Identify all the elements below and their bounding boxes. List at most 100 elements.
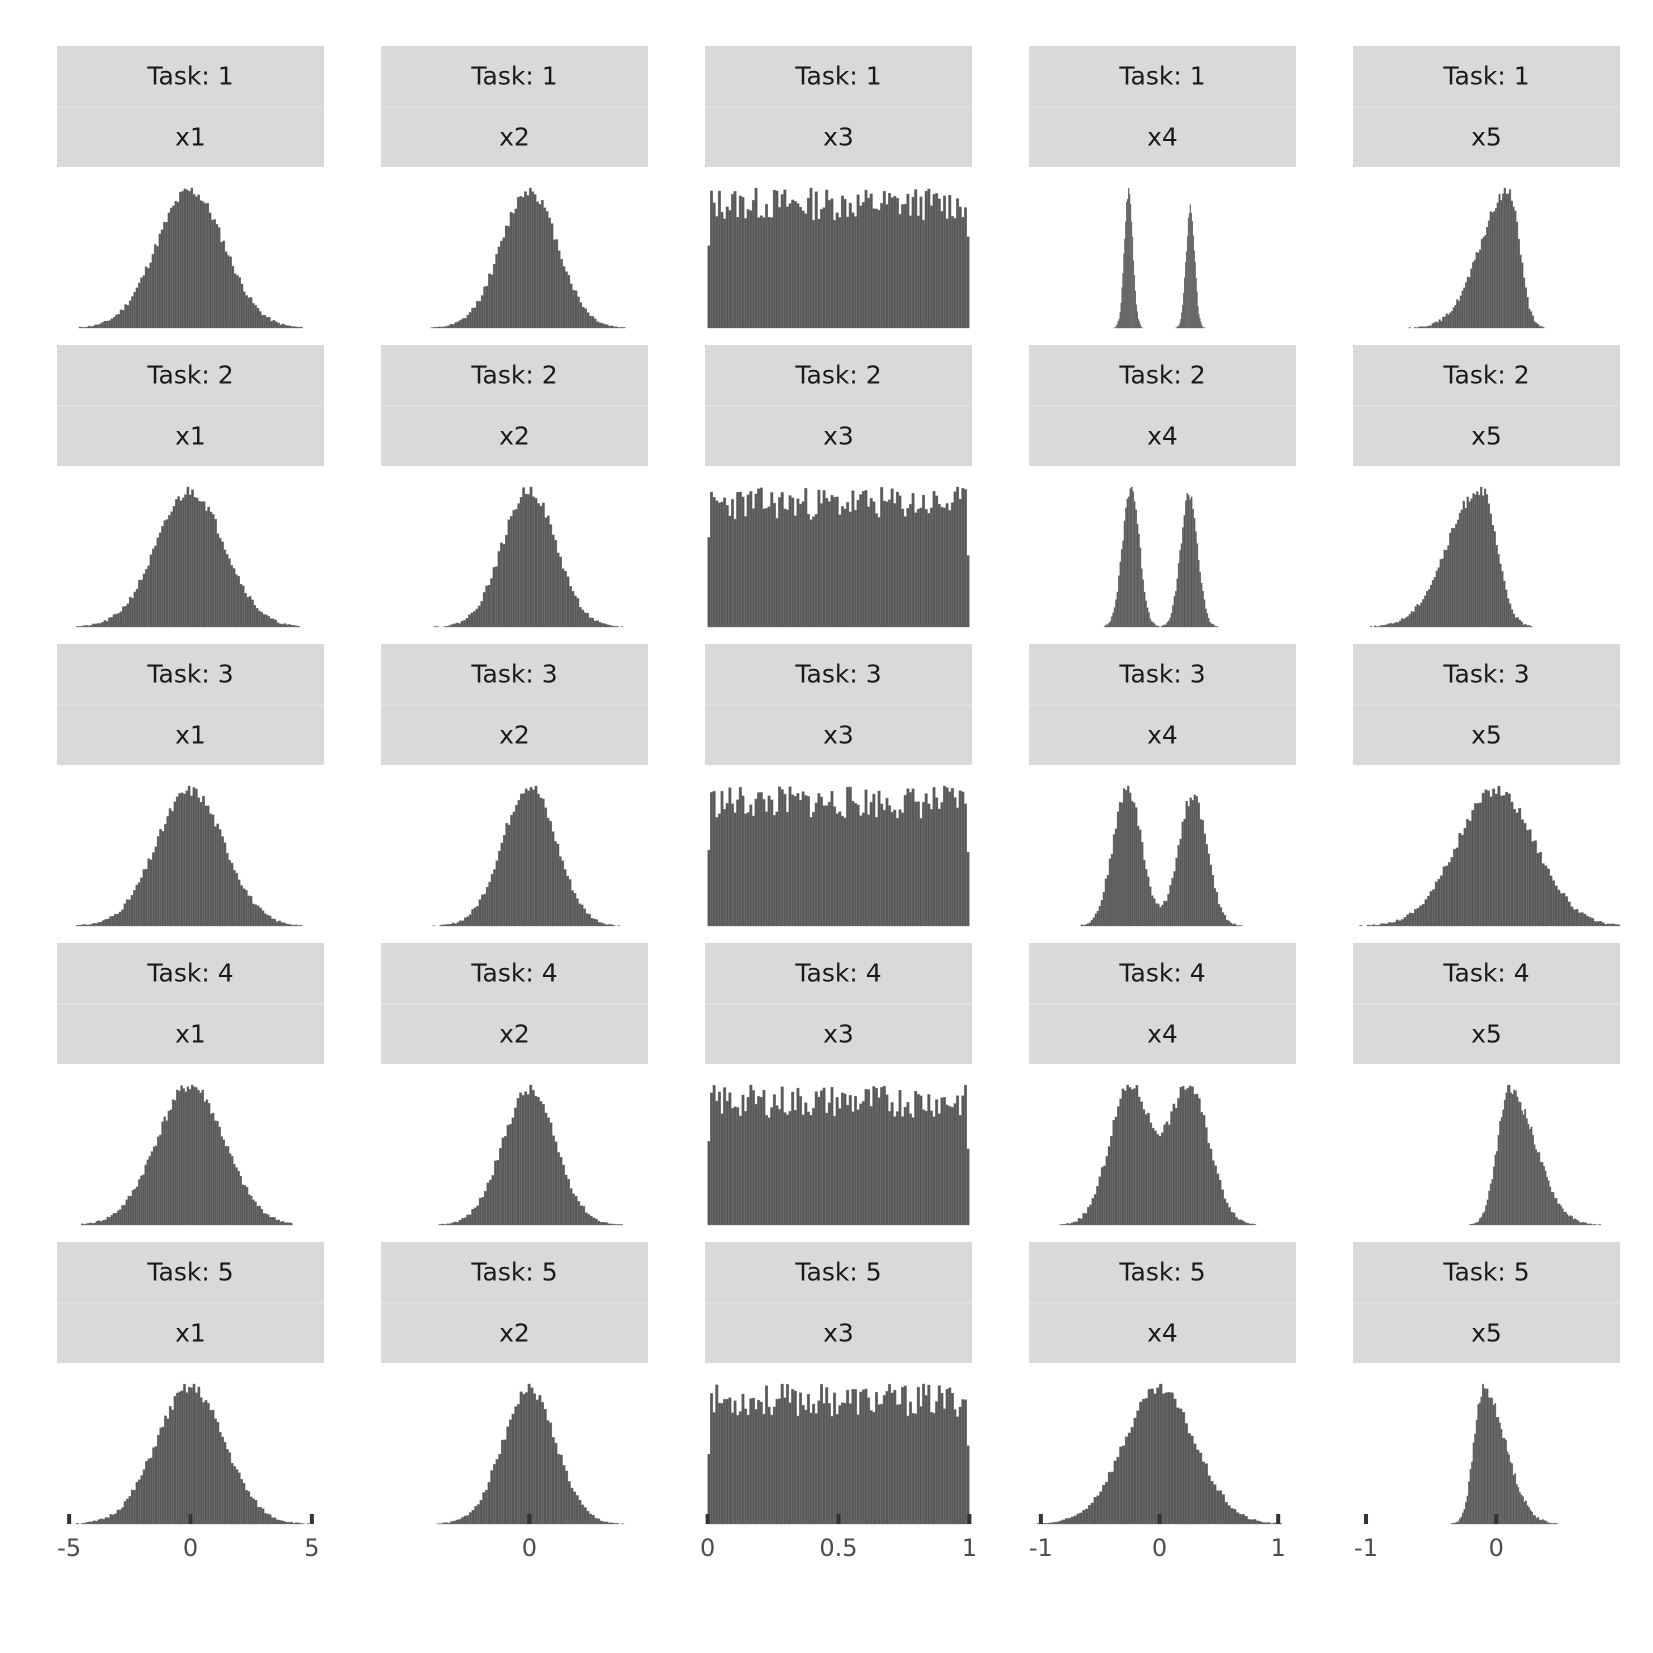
histogram-bar: [1203, 599, 1206, 628]
histogram-bar: [478, 1197, 482, 1226]
histogram-bar: [1270, 1523, 1274, 1525]
histogram-bar: [119, 1209, 122, 1226]
histogram-bar: [165, 1120, 169, 1226]
histogram-bar: [544, 1112, 548, 1226]
histogram-bar: [1424, 326, 1427, 329]
histogram-bar: [185, 1392, 189, 1525]
histogram-bar: [240, 885, 243, 927]
histogram-bar: [1483, 1211, 1486, 1226]
histogram-bar: [115, 613, 118, 628]
histogram-bar: [767, 1117, 771, 1226]
histogram-bar: [169, 1109, 173, 1226]
histogram-bar: [436, 626, 439, 628]
histogram-bar: [712, 497, 716, 628]
histogram-bar: [511, 1117, 515, 1226]
histogram-bar: [1137, 825, 1140, 927]
histogram-bar: [123, 1501, 127, 1525]
histogram-bar: [814, 802, 818, 927]
histogram-bar: [1507, 193, 1510, 329]
strip-variable-label: x1: [175, 721, 206, 750]
histogram-bar: [554, 1141, 558, 1226]
histogram-bar: [488, 273, 491, 329]
histogram-bar: [963, 1084, 967, 1226]
histogram-bar: [725, 1100, 729, 1226]
histogram-bar: [1509, 1462, 1512, 1525]
histogram-bar: [554, 841, 557, 927]
histogram-bar: [517, 800, 521, 927]
histogram-bar: [945, 787, 949, 927]
histogram-bar: [256, 307, 260, 329]
histogram-bar: [765, 508, 769, 628]
histogram-bar: [216, 1422, 220, 1525]
histogram-bar: [861, 491, 865, 628]
histogram-bar: [780, 492, 784, 628]
histogram-bar: [1231, 923, 1235, 927]
histogram-bar: [809, 817, 813, 927]
histogram-bar: [1585, 915, 1589, 927]
facet-panel: Task: 3x2: [381, 644, 648, 927]
histogram-bar: [1108, 858, 1112, 927]
histogram-bar: [890, 1392, 894, 1525]
histogram-bar: [1098, 905, 1102, 927]
histogram-bar: [1211, 1160, 1215, 1226]
x-tick: [188, 1514, 193, 1524]
histogram-bar: [848, 511, 852, 628]
histogram-bar: [785, 509, 789, 628]
histogram-bar: [736, 1107, 740, 1226]
histogram-bar: [1493, 531, 1496, 628]
histogram-bar: [591, 1515, 595, 1525]
histogram-bar: [791, 1091, 795, 1226]
histogram-bar: [820, 503, 823, 628]
histogram-bar: [1191, 1086, 1194, 1226]
histogram-bar: [127, 1195, 131, 1226]
histogram-bar: [1484, 235, 1487, 329]
histogram-bar: [1486, 790, 1490, 927]
histogram-bar: [164, 823, 167, 927]
histogram-bar: [223, 842, 227, 927]
histogram-bar: [1591, 918, 1595, 927]
histogram-bar: [551, 534, 555, 628]
histogram-bar: [723, 497, 727, 628]
histogram-bar: [266, 1214, 270, 1226]
histogram-bar: [197, 797, 201, 927]
histogram-bar: [1453, 527, 1456, 628]
x-tick: [705, 1514, 710, 1524]
histogram-bar: [130, 895, 134, 927]
histogram-bar: [1469, 1224, 1472, 1226]
histogram-bar: [485, 285, 489, 329]
histogram-bar: [1541, 1519, 1544, 1525]
histogram-bar: [583, 1507, 587, 1525]
histogram-bar: [1453, 848, 1457, 927]
histogram-bar: [775, 1105, 779, 1226]
histogram-bar: [438, 1224, 442, 1226]
histogram-bar: [1477, 252, 1480, 329]
histogram-bar: [569, 1188, 573, 1226]
histogram-bar: [1149, 1122, 1153, 1226]
histogram-bars: [707, 1383, 970, 1525]
histogram-bar: [216, 533, 220, 628]
histogram-bar: [199, 802, 203, 927]
histogram-bar: [458, 1220, 462, 1226]
histogram-bar: [1186, 493, 1189, 628]
histogram-bar: [757, 217, 761, 329]
histogram-bar: [534, 497, 538, 628]
histogram-bar: [817, 489, 821, 628]
histogram-bar: [483, 1191, 487, 1226]
histogram-bar: [1482, 1213, 1484, 1226]
histogram-bar: [888, 1383, 892, 1525]
x-tick: [1494, 1514, 1499, 1524]
histogram-bar: [485, 585, 489, 628]
histogram-bar: [271, 1217, 274, 1226]
histogram-bar: [754, 1409, 758, 1525]
histogram-bar: [1191, 800, 1194, 927]
histogram-bar: [956, 1095, 960, 1226]
histogram-bar: [1090, 920, 1094, 927]
histogram-bar: [1541, 1162, 1544, 1226]
histogram-bar: [602, 923, 606, 927]
histogram-bar: [1428, 325, 1431, 329]
histogram-bar: [911, 196, 915, 329]
histogram-bar: [869, 1106, 873, 1226]
histogram-bar: [106, 320, 109, 329]
histogram-bar: [1514, 617, 1518, 628]
x-tick: [836, 1514, 841, 1524]
